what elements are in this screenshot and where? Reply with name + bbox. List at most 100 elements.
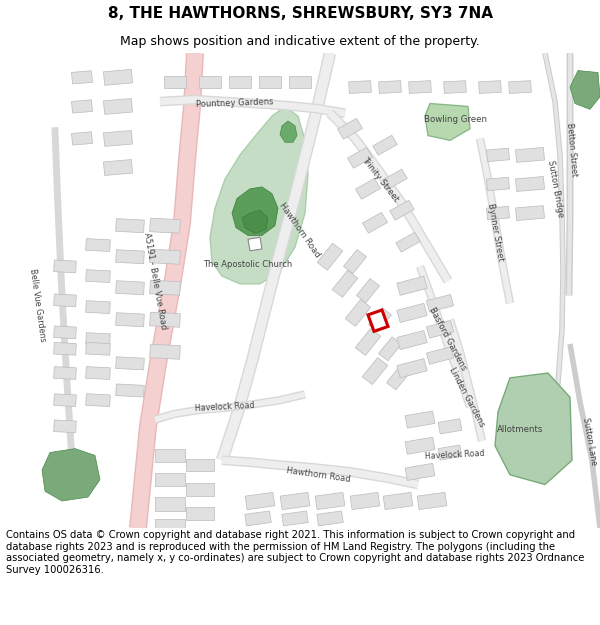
Polygon shape: [155, 473, 185, 486]
Polygon shape: [245, 492, 275, 509]
Text: Bynner Street: Bynner Street: [487, 203, 506, 262]
Text: Allotments: Allotments: [497, 425, 543, 434]
Text: Hawthorn Road: Hawthorn Road: [278, 201, 322, 259]
Text: Sutton Lane: Sutton Lane: [581, 416, 599, 466]
Polygon shape: [427, 321, 454, 338]
Polygon shape: [280, 121, 297, 142]
Text: Pountney Gardens: Pountney Gardens: [196, 98, 274, 109]
Polygon shape: [149, 218, 181, 233]
Polygon shape: [116, 312, 145, 327]
Polygon shape: [396, 232, 420, 252]
Polygon shape: [317, 243, 343, 270]
Polygon shape: [362, 357, 388, 384]
Polygon shape: [427, 294, 454, 312]
Polygon shape: [54, 394, 76, 406]
Polygon shape: [86, 239, 110, 251]
Polygon shape: [149, 344, 181, 359]
Polygon shape: [229, 76, 251, 88]
Polygon shape: [390, 200, 414, 220]
Polygon shape: [155, 497, 185, 511]
Text: Betton Street: Betton Street: [565, 123, 579, 177]
Polygon shape: [343, 249, 367, 274]
Polygon shape: [186, 459, 214, 471]
Polygon shape: [427, 347, 454, 364]
Polygon shape: [103, 69, 133, 85]
Text: Bowling Green: Bowling Green: [424, 114, 487, 124]
Polygon shape: [487, 177, 509, 191]
Polygon shape: [164, 76, 186, 88]
Polygon shape: [350, 492, 380, 509]
Polygon shape: [349, 81, 371, 93]
Polygon shape: [54, 342, 76, 355]
Polygon shape: [379, 337, 401, 361]
Polygon shape: [116, 250, 145, 264]
Polygon shape: [438, 419, 462, 434]
Polygon shape: [405, 411, 435, 428]
Polygon shape: [337, 118, 362, 139]
Polygon shape: [232, 187, 278, 236]
Polygon shape: [54, 294, 76, 307]
Polygon shape: [495, 373, 572, 484]
Polygon shape: [347, 148, 373, 168]
Text: Map shows position and indicative extent of the property.: Map shows position and indicative extent…: [120, 35, 480, 48]
Polygon shape: [199, 76, 221, 88]
Polygon shape: [417, 492, 447, 509]
Text: Havelock Road: Havelock Road: [195, 401, 255, 413]
Polygon shape: [86, 367, 110, 379]
Polygon shape: [438, 445, 462, 460]
Polygon shape: [186, 483, 214, 496]
Polygon shape: [332, 271, 358, 298]
Polygon shape: [355, 179, 380, 199]
Polygon shape: [425, 104, 470, 141]
Polygon shape: [386, 366, 410, 390]
Polygon shape: [42, 449, 100, 501]
Polygon shape: [116, 384, 144, 397]
Polygon shape: [345, 299, 371, 326]
Polygon shape: [317, 511, 343, 526]
Polygon shape: [86, 394, 110, 407]
Text: Sutton Bridge: Sutton Bridge: [545, 159, 565, 218]
Polygon shape: [397, 303, 427, 322]
Polygon shape: [155, 519, 185, 533]
Polygon shape: [71, 100, 92, 113]
Polygon shape: [86, 301, 110, 314]
Polygon shape: [356, 279, 380, 302]
Polygon shape: [54, 420, 76, 432]
Polygon shape: [86, 342, 110, 355]
Polygon shape: [368, 308, 392, 332]
Polygon shape: [149, 280, 181, 295]
Polygon shape: [103, 131, 133, 146]
Polygon shape: [479, 81, 501, 93]
Polygon shape: [86, 269, 110, 282]
Polygon shape: [186, 508, 214, 520]
Polygon shape: [405, 437, 435, 454]
Text: Contains OS data © Crown copyright and database right 2021. This information is : Contains OS data © Crown copyright and d…: [6, 530, 584, 575]
Text: Hawthorn Road: Hawthorn Road: [286, 466, 350, 484]
Polygon shape: [515, 148, 545, 162]
Polygon shape: [149, 249, 181, 264]
Polygon shape: [570, 71, 600, 109]
Polygon shape: [289, 76, 311, 88]
Polygon shape: [259, 76, 281, 88]
Polygon shape: [515, 176, 545, 191]
Polygon shape: [397, 276, 427, 296]
Polygon shape: [155, 449, 185, 462]
Polygon shape: [362, 213, 388, 233]
Polygon shape: [409, 81, 431, 93]
Text: 8, THE HAWTHORNS, SHREWSBURY, SY3 7NA: 8, THE HAWTHORNS, SHREWSBURY, SY3 7NA: [107, 6, 493, 21]
Polygon shape: [149, 312, 181, 328]
Polygon shape: [116, 281, 145, 295]
Text: Basford Gardens: Basford Gardens: [428, 306, 469, 372]
Polygon shape: [103, 99, 133, 114]
Polygon shape: [248, 238, 262, 251]
Polygon shape: [54, 367, 76, 379]
Polygon shape: [245, 511, 271, 526]
Polygon shape: [515, 206, 545, 221]
Polygon shape: [355, 329, 381, 356]
Polygon shape: [383, 492, 413, 509]
Text: Trinity Street: Trinity Street: [360, 155, 400, 203]
Text: Linden Gardens: Linden Gardens: [448, 366, 487, 429]
Polygon shape: [487, 148, 509, 162]
Polygon shape: [444, 81, 466, 93]
Polygon shape: [116, 357, 144, 370]
